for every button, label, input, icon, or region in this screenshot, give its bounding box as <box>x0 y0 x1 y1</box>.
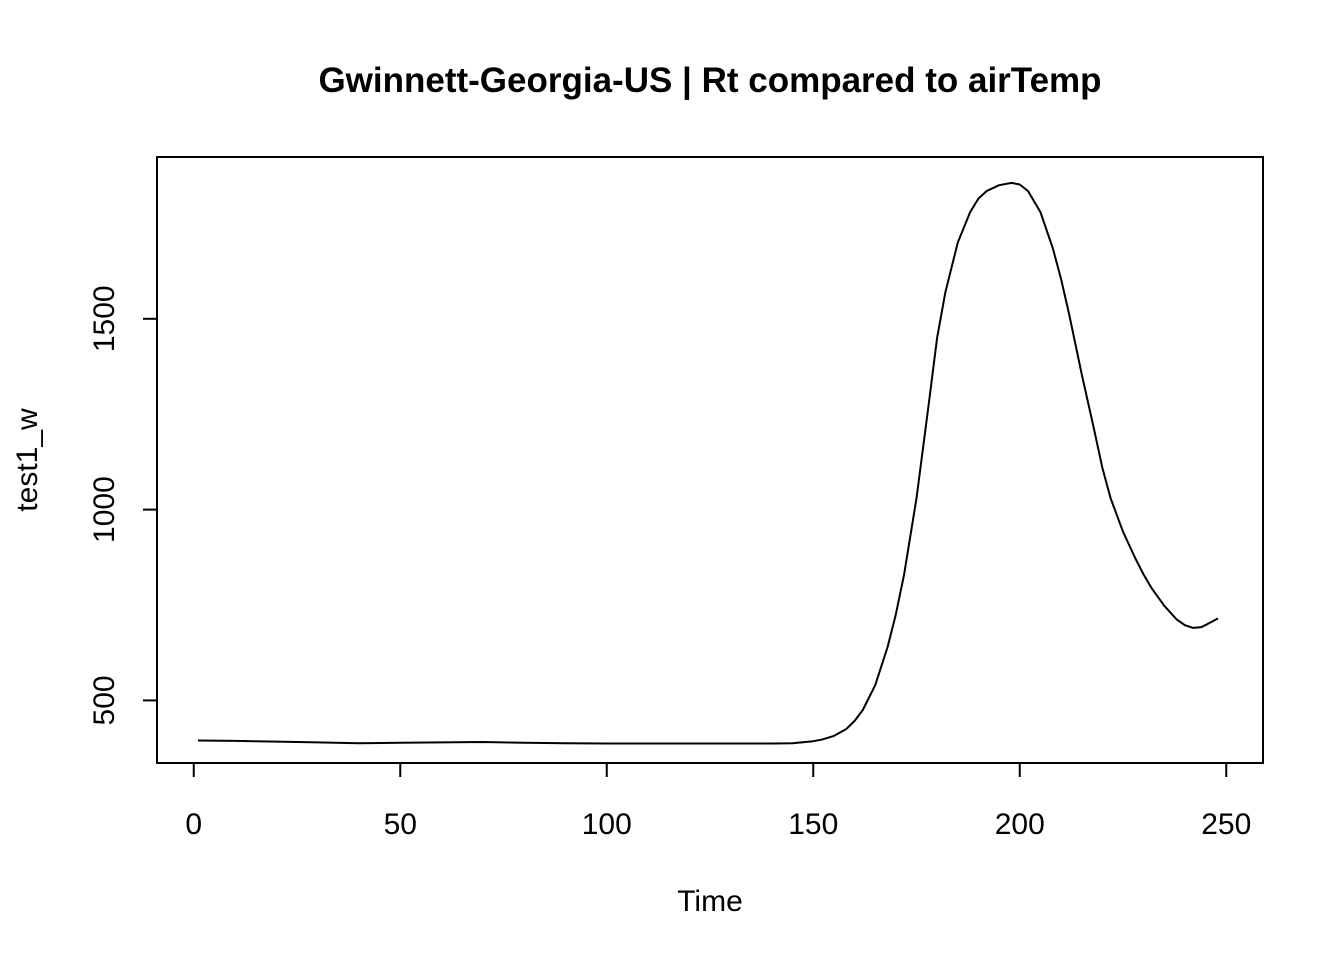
x-tick-label: 0 <box>185 808 202 841</box>
x-tick-label: 150 <box>788 808 838 841</box>
y-axis-label: test1_w <box>11 408 44 512</box>
y-tick-label: 500 <box>88 675 121 725</box>
y-tick-label: 1000 <box>88 476 121 543</box>
y-axis: 500 1000 1500 <box>88 285 158 725</box>
chart-title: Gwinnett-Georgia-US | Rt compared to air… <box>318 61 1101 100</box>
x-axis: 0 50 100 150 200 250 <box>185 762 1251 841</box>
series-layer <box>197 181 1219 745</box>
x-tick-label: 50 <box>384 808 417 841</box>
plot-frame <box>156 156 1264 764</box>
y-tick-label: 1500 <box>88 285 121 352</box>
x-tick-label: 200 <box>995 808 1045 841</box>
series-line <box>197 181 1219 745</box>
x-axis-label: Time <box>677 885 743 918</box>
x-tick-label: 250 <box>1201 808 1251 841</box>
x-tick-label: 100 <box>582 808 632 841</box>
